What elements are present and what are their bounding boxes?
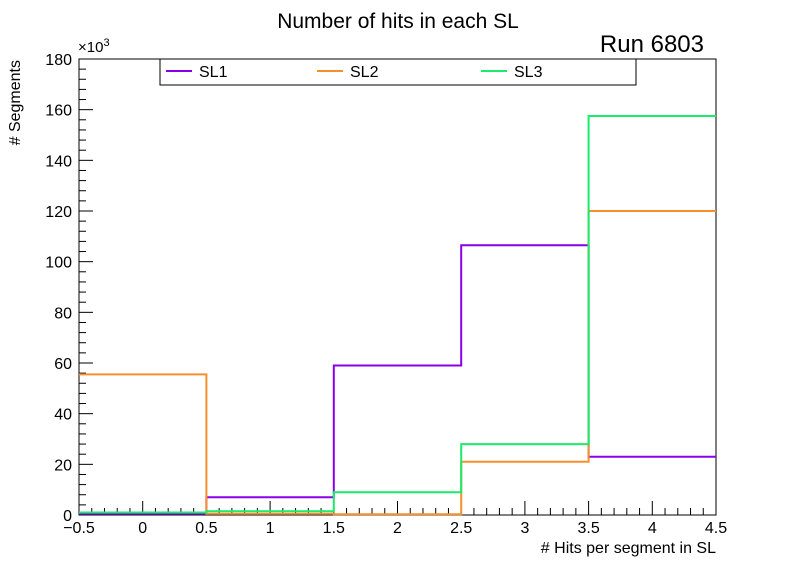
- y-multiplier: ×103: [78, 37, 110, 56]
- x-tick-label: 0.5: [195, 520, 217, 537]
- x-tick-label: 3: [520, 520, 529, 537]
- legend-label: SL3: [514, 64, 543, 81]
- y-tick-label: 160: [45, 103, 72, 120]
- y-multiplier-base: ×10: [78, 39, 103, 56]
- series-line-sl1: [79, 244, 716, 515]
- y-tick-label: 140: [45, 153, 72, 170]
- x-tick-label: 2: [393, 520, 402, 537]
- legend: SL1 SL2 SL3: [159, 58, 637, 86]
- x-tick-label: 4.5: [705, 520, 727, 537]
- x-tick-label: 1: [266, 520, 275, 537]
- series-sl2: [79, 210, 716, 516]
- x-tick-label: 2.5: [450, 520, 472, 537]
- run-label: Run 6803: [600, 31, 704, 58]
- series-sl3: [79, 115, 716, 514]
- x-tick-label: 3.5: [577, 520, 599, 537]
- series-line-sl3: [79, 115, 716, 514]
- x-axis-label: # Hits per segment in SL: [541, 540, 716, 557]
- y-multiplier-exponent: 3: [103, 37, 109, 49]
- x-tick-label: 1.5: [323, 520, 345, 537]
- legend-box: [159, 58, 637, 86]
- y-tick-label: 60: [54, 356, 72, 373]
- series-line-sl2: [79, 210, 716, 516]
- series-sl1: [79, 244, 716, 515]
- y-tick-label: 180: [45, 52, 72, 69]
- chart-title: Number of hits in each SL: [277, 10, 519, 33]
- x-tick-label: 4: [648, 520, 657, 537]
- x-tick-label: 0: [138, 520, 147, 537]
- y-tick-label: 80: [54, 305, 72, 322]
- y-tick-label: 100: [45, 255, 72, 272]
- y-tick-label: 40: [54, 407, 72, 424]
- y-tick-label: 0: [63, 508, 72, 525]
- legend-label: SL1: [199, 64, 228, 81]
- legend-label: SL2: [350, 64, 379, 81]
- y-tick-label: 120: [45, 204, 72, 221]
- x-tick-label: −0.5: [63, 520, 95, 537]
- y-tick-label: 20: [54, 457, 72, 474]
- plot-frame: [78, 58, 717, 516]
- y-axis-label: # Segments: [7, 60, 24, 145]
